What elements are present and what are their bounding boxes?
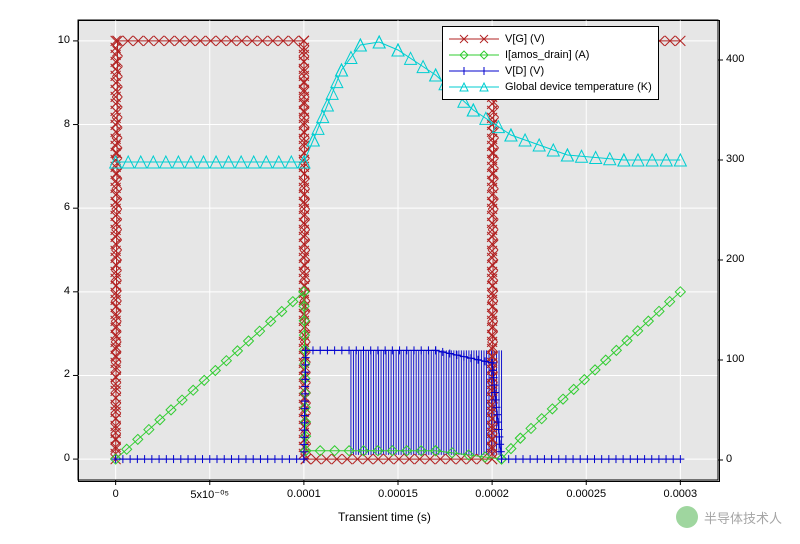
legend-item: Global device temperature (K) <box>449 79 652 95</box>
legend-label: I[amos_drain] (A) <box>505 49 589 61</box>
tick-label: 0 <box>86 488 146 500</box>
legend-symbol <box>449 81 499 93</box>
legend-item: V[G] (V) <box>449 31 652 47</box>
tick-label: 400 <box>726 53 744 65</box>
tick-label: 100 <box>726 353 744 365</box>
x-axis-label: Transient time (s) <box>338 510 431 524</box>
tick-label: 0.0003 <box>650 488 710 500</box>
legend: V[G] (V) I[amos_drain] (A) V[D] (V) Global … <box>442 26 659 100</box>
legend-label: V[D] (V) <box>505 65 544 77</box>
watermark-icon <box>676 506 698 528</box>
tick-label: 5x10⁻⁰⁵ <box>180 488 240 501</box>
watermark: 半导体技术人 <box>676 506 782 528</box>
legend-symbol <box>449 65 499 77</box>
legend-symbol <box>449 49 499 61</box>
tick-label: 300 <box>726 153 744 165</box>
tick-label: 0.00025 <box>556 488 616 500</box>
tick-label: 4 <box>30 285 70 297</box>
tick-label: 0.0001 <box>274 488 334 500</box>
legend-label: Global device temperature (K) <box>505 81 652 93</box>
legend-symbol <box>449 33 499 45</box>
watermark-text: 半导体技术人 <box>704 508 782 527</box>
tick-label: 0 <box>726 453 732 465</box>
tick-label: 6 <box>30 201 70 213</box>
chart-svg <box>0 0 800 544</box>
tick-label: 0 <box>30 452 70 464</box>
tick-label: 0.00015 <box>368 488 428 500</box>
legend-label: V[G] (V) <box>505 33 545 45</box>
tick-label: 2 <box>30 368 70 380</box>
tick-label: 8 <box>30 118 70 130</box>
tick-label: 0.0002 <box>462 488 522 500</box>
tick-label: 200 <box>726 253 744 265</box>
tick-label: 10 <box>30 34 70 46</box>
legend-item: I[amos_drain] (A) <box>449 47 652 63</box>
legend-item: V[D] (V) <box>449 63 652 79</box>
